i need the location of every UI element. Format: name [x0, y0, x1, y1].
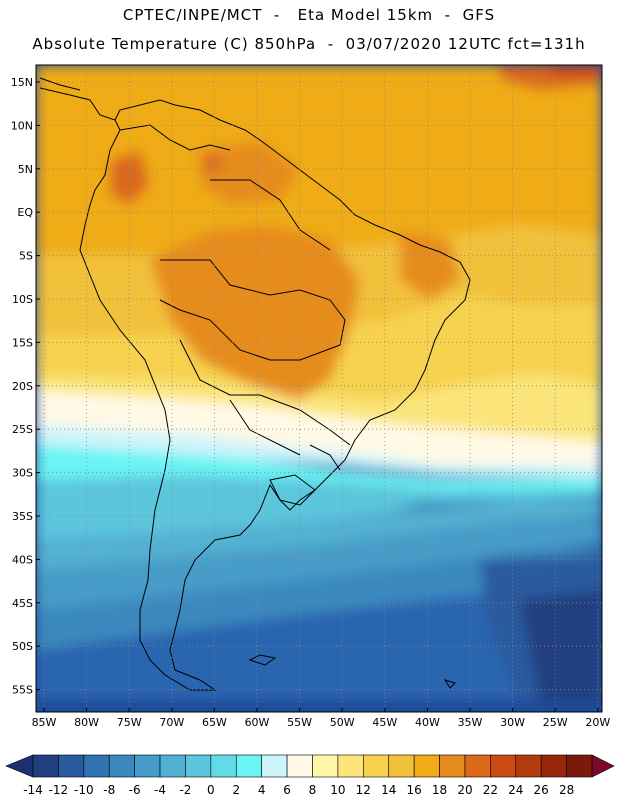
- colorbar-label: -10: [74, 783, 94, 797]
- lat-label-50s: 50S: [12, 640, 33, 653]
- colorbar: -14 -12 -10 -8 -6 -4 -2 0 2 4 6 8 10 12 14 16 18 20 22 24 26…: [5, 754, 615, 797]
- colorbar-swatch: [159, 754, 186, 778]
- lon-label-75w: 75W: [117, 716, 142, 729]
- colorbar-swatch: [134, 754, 161, 778]
- colorbar-swatch: [566, 754, 593, 778]
- lat-label-eq: EQ: [17, 206, 33, 219]
- lat-label-55s: 55S: [12, 684, 33, 697]
- lon-label-65w: 65W: [202, 716, 227, 729]
- title-line-2: Absolute Temperature (C) 850hPa - 03/07/…: [32, 35, 586, 53]
- colorbar-swatch: [32, 754, 59, 778]
- colorbar-label: 22: [483, 783, 498, 797]
- colorbar-swatch: [235, 754, 262, 778]
- lat-label-40s: 40S: [12, 553, 33, 566]
- colorbar-label: 18: [432, 783, 447, 797]
- colorbar-label: -14: [23, 783, 43, 797]
- colorbar-swatch: [413, 754, 440, 778]
- lat-label-20s: 20S: [12, 380, 33, 393]
- lat-label-30s: 30S: [12, 467, 33, 480]
- colorbar-swatch: [210, 754, 237, 778]
- colorbar-label: 2: [232, 783, 240, 797]
- lon-label-50w: 50W: [330, 716, 355, 729]
- lon-label-80w: 80W: [74, 716, 99, 729]
- lat-label-15s: 15S: [12, 336, 33, 349]
- lat-label-15n: 15N: [11, 76, 33, 89]
- colorbar-label: -4: [154, 783, 166, 797]
- lon-label-20w: 20W: [585, 716, 610, 729]
- colorbar-swatch: [58, 754, 85, 778]
- lon-label-35w: 35W: [458, 716, 483, 729]
- lon-label-55w: 55W: [287, 716, 312, 729]
- colorbar-label: -6: [129, 783, 141, 797]
- latitude-labels: 15N 10N 5N EQ 5S 10S 15S 20S 25S 30S 35S 40S 45S 50S 5…: [11, 76, 40, 697]
- colorbar-swatch: [363, 754, 390, 778]
- temperature-field: [36, 65, 602, 712]
- colorbar-label: 4: [258, 783, 266, 797]
- lon-label-70w: 70W: [159, 716, 184, 729]
- colorbar-swatch: [185, 754, 212, 778]
- lat-label-5s: 5S: [19, 250, 33, 263]
- title-line-1: CPTEC/INPE/MCT - Eta Model 15km - GFS: [122, 6, 496, 24]
- colorbar-swatch: [464, 754, 491, 778]
- colorbar-swatch: [286, 754, 313, 778]
- colorbar-label: 6: [283, 783, 291, 797]
- colorbar-swatch: [83, 754, 110, 778]
- colorbar-label: -2: [179, 783, 191, 797]
- colorbar-label: 0: [207, 783, 215, 797]
- colorbar-label: 16: [406, 783, 421, 797]
- longitude-labels: 85W 80W 75W 70W 65W 60W 55W 50W 45W 40W 35W 30W 25W 2…: [32, 708, 610, 729]
- colorbar-swatch: [388, 754, 415, 778]
- colorbar-swatch: [540, 754, 567, 778]
- colorbar-swatch: [490, 754, 517, 778]
- lat-label-5n: 5N: [18, 163, 33, 176]
- colorbar-swatch: [337, 754, 364, 778]
- colorbar-swatch: [515, 754, 542, 778]
- lon-label-30w: 30W: [500, 716, 525, 729]
- colorbar-swatch: [439, 754, 466, 778]
- colorbar-under-arrow: [5, 754, 34, 778]
- colorbar-label: 10: [330, 783, 345, 797]
- colorbar-label: 26: [534, 783, 549, 797]
- colorbar-label: 12: [356, 783, 371, 797]
- lon-label-45w: 45W: [372, 716, 397, 729]
- lat-label-10s: 10S: [12, 293, 33, 306]
- colorbar-label: 8: [309, 783, 317, 797]
- lat-label-25s: 25S: [12, 423, 33, 436]
- colorbar-label: -12: [49, 783, 69, 797]
- colorbar-label: 28: [559, 783, 574, 797]
- lon-label-60w: 60W: [245, 716, 270, 729]
- colorbar-label: -8: [103, 783, 115, 797]
- colorbar-label: 20: [457, 783, 472, 797]
- colorbar-swatch: [108, 754, 135, 778]
- lat-label-10n: 10N: [11, 119, 33, 132]
- colorbar-swatch: [261, 754, 288, 778]
- colorbar-over-arrow: [591, 754, 615, 778]
- colorbar-label: 24: [508, 783, 523, 797]
- coastline: [39, 77, 471, 691]
- colorbar-swatch: [312, 754, 339, 778]
- colorbar-label: 14: [381, 783, 396, 797]
- map-frame: [35, 64, 603, 713]
- lon-label-40w: 40W: [415, 716, 440, 729]
- lon-label-25w: 25W: [543, 716, 568, 729]
- lat-label-35s: 35S: [12, 510, 33, 523]
- lon-label-85w: 85W: [32, 716, 57, 729]
- lat-label-45s: 45S: [12, 597, 33, 610]
